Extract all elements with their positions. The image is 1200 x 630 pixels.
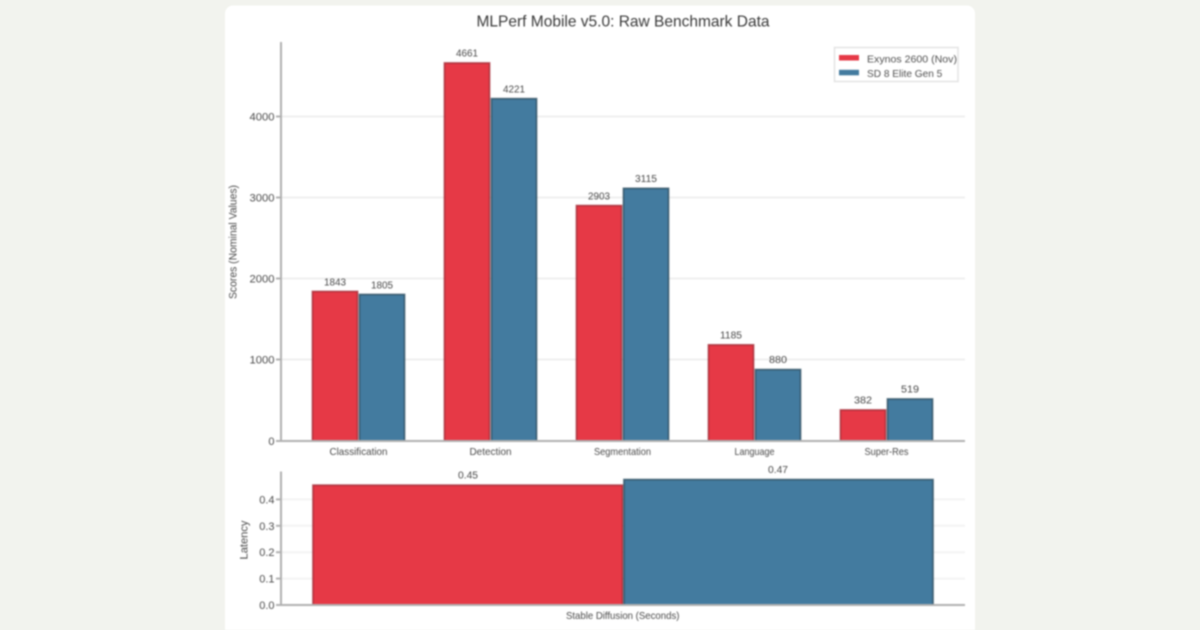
svg-text:1843: 1843 (324, 277, 346, 288)
svg-text:0.1: 0.1 (259, 574, 274, 586)
svg-text:Detection: Detection (470, 446, 512, 458)
svg-text:4221: 4221 (503, 84, 525, 95)
svg-text:Stable Diffusion (Seconds): Stable Diffusion (Seconds) (566, 610, 680, 622)
svg-text:0.47: 0.47 (768, 465, 788, 476)
svg-text:SD 8 Elite Gen 5: SD 8 Elite Gen 5 (867, 68, 942, 80)
svg-text:0.2: 0.2 (259, 547, 274, 559)
svg-text:4000: 4000 (250, 112, 275, 124)
svg-text:382: 382 (854, 396, 872, 407)
svg-text:Super-Res: Super-Res (865, 446, 909, 458)
svg-text:1185: 1185 (720, 331, 742, 342)
svg-text:519: 519 (901, 385, 919, 396)
svg-text:Segmentation: Segmentation (594, 446, 651, 458)
svg-text:2903: 2903 (588, 191, 610, 202)
svg-text:3115: 3115 (635, 174, 657, 185)
svg-text:0.4: 0.4 (259, 494, 274, 506)
svg-text:0.3: 0.3 (259, 521, 274, 533)
svg-text:Exynos 2600 (Nov): Exynos 2600 (Nov) (867, 54, 957, 66)
svg-text:Scores (Nominal Values): Scores (Nominal Values) (228, 185, 240, 299)
svg-text:2000: 2000 (250, 274, 275, 286)
svg-text:1805: 1805 (371, 280, 393, 291)
svg-text:880: 880 (769, 355, 787, 366)
svg-text:Latency: Latency (239, 520, 251, 560)
svg-text:4661: 4661 (456, 48, 478, 59)
svg-text:3000: 3000 (250, 193, 275, 205)
svg-text:Classification: Classification (330, 446, 388, 458)
svg-text:0: 0 (268, 436, 274, 448)
svg-text:MLPerf Mobile v5.0: Raw Benchm: MLPerf Mobile v5.0: Raw Benchmark Data (477, 14, 770, 31)
svg-text:Language: Language (735, 446, 775, 458)
svg-text:0.45: 0.45 (458, 471, 478, 482)
svg-text:0.0: 0.0 (259, 600, 274, 612)
svg-text:1000: 1000 (250, 355, 275, 367)
